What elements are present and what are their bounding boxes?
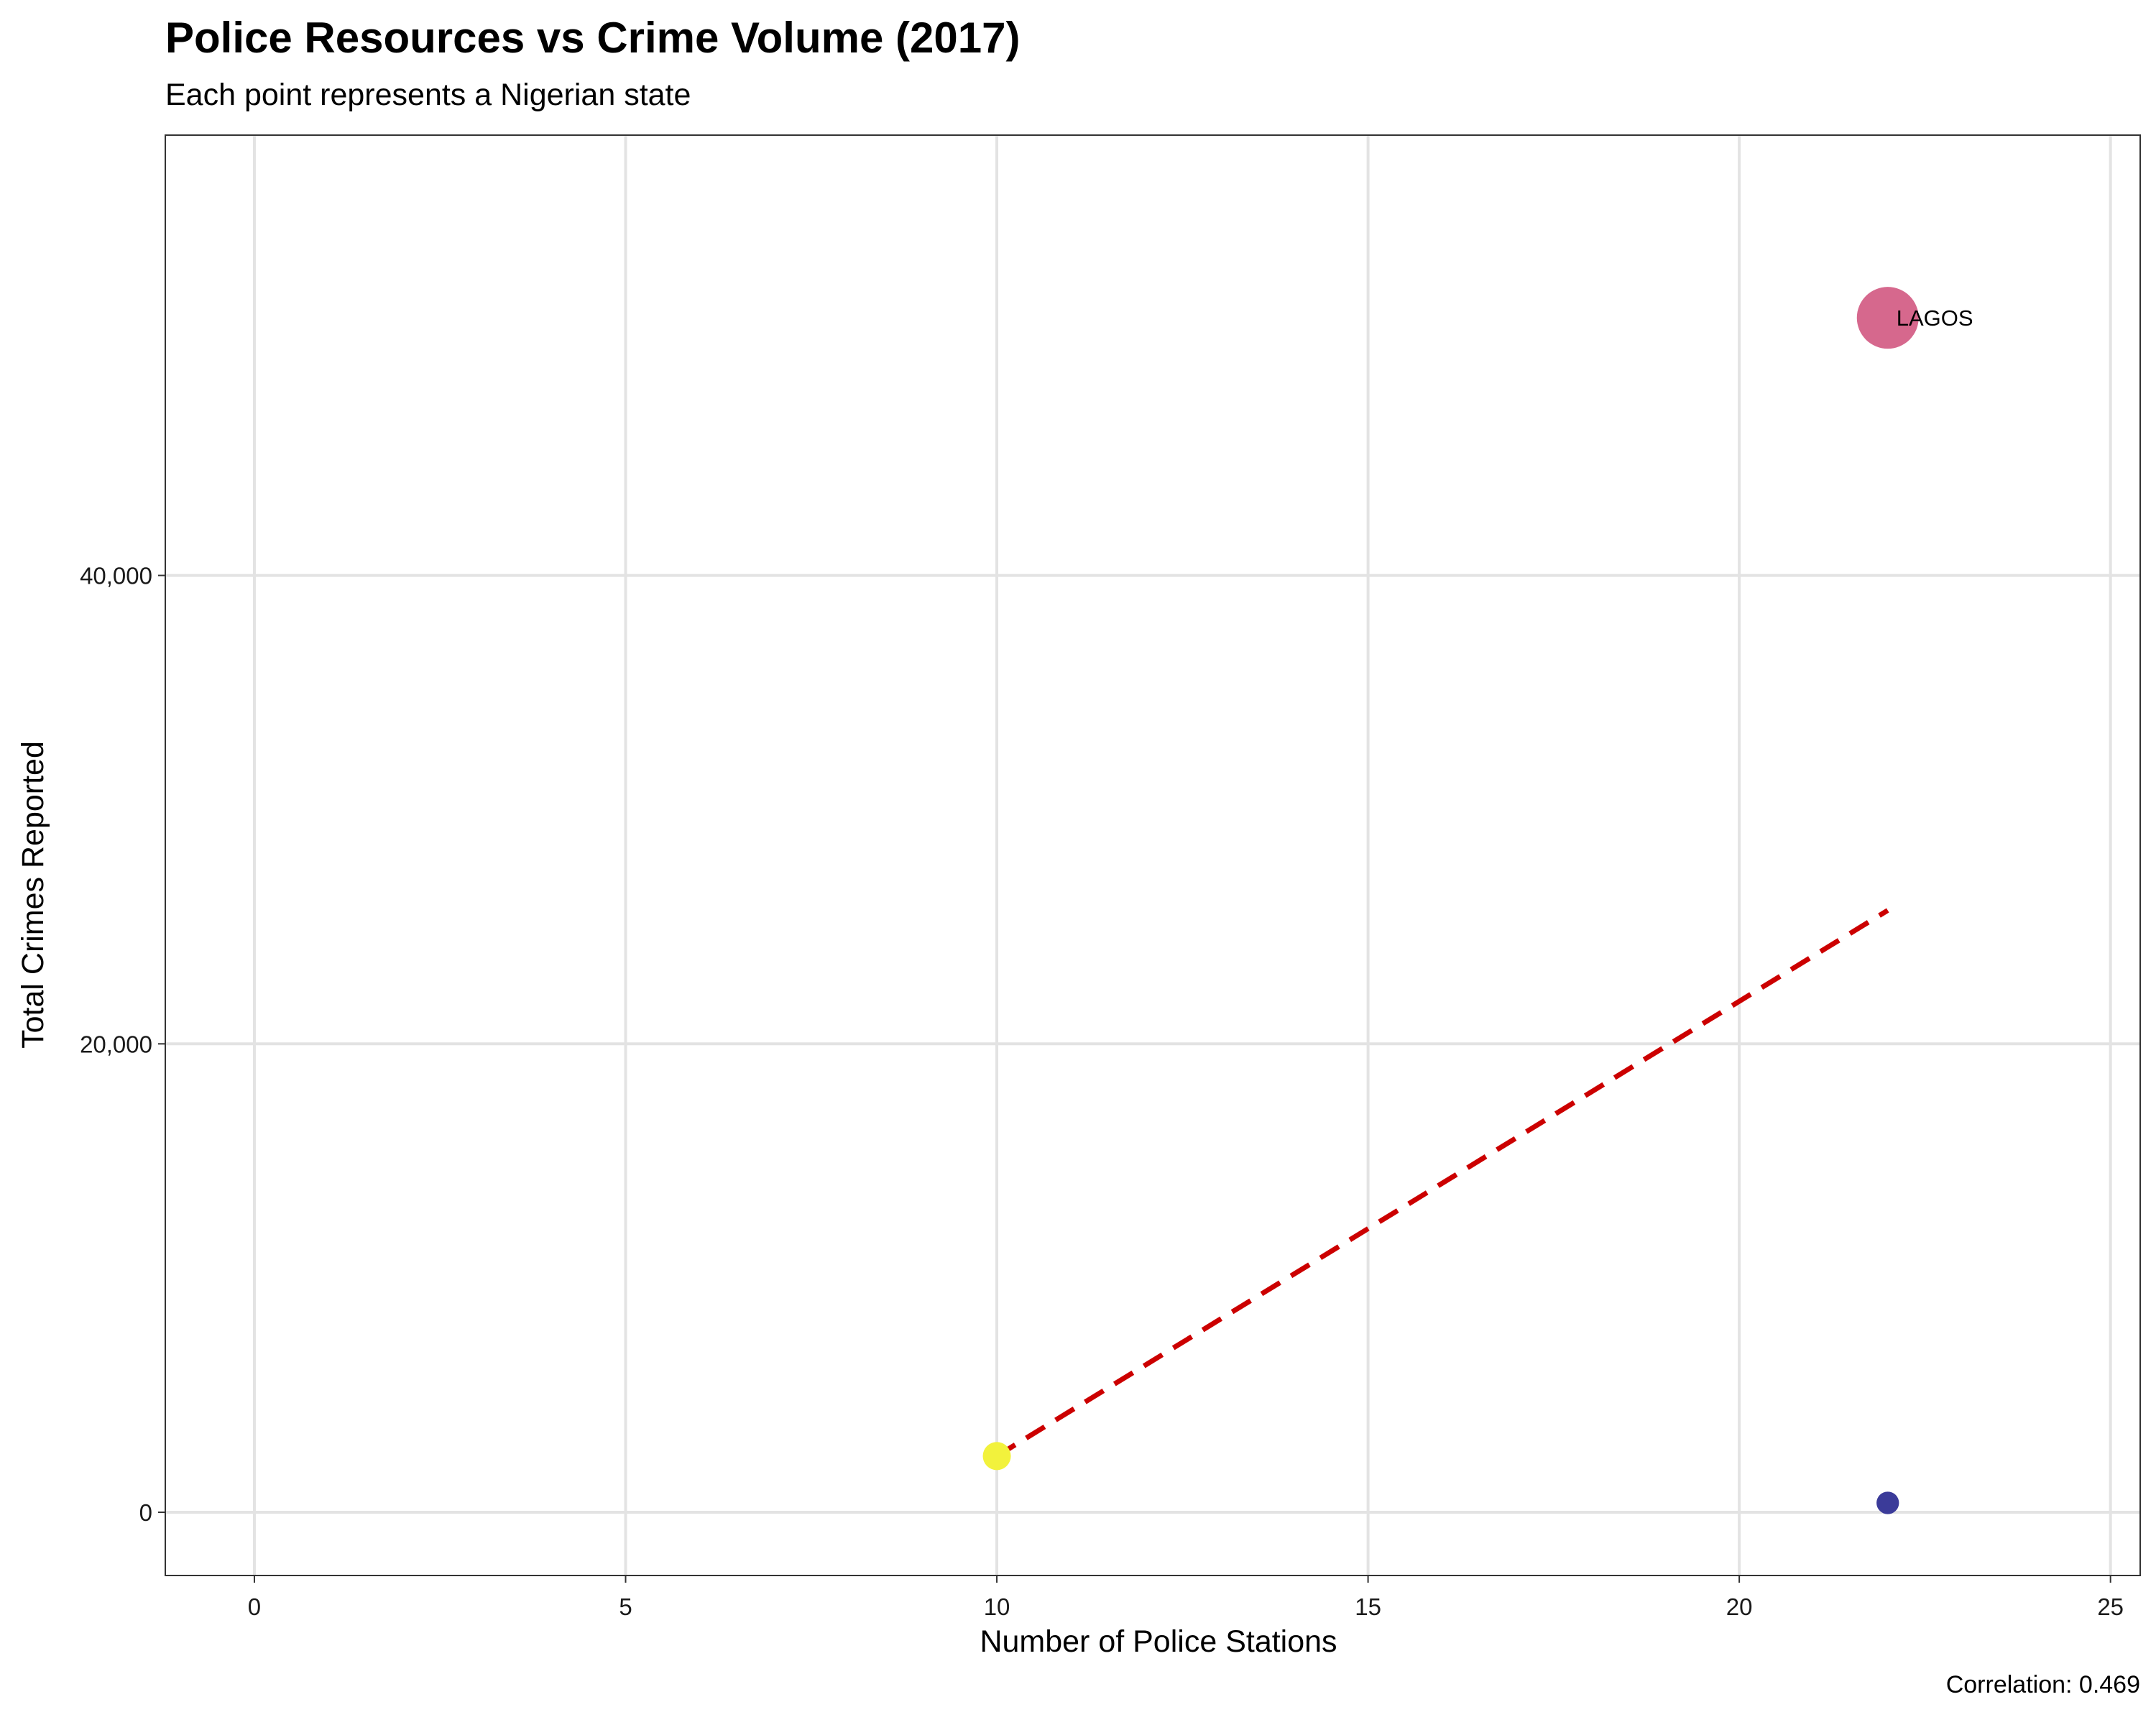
y-axis-title: Total Crimes Reported	[16, 741, 50, 1049]
x-tick-label: 20	[1726, 1593, 1753, 1620]
y-tick-label: 0	[139, 1499, 152, 1526]
chart-title: Police Resources vs Crime Volume (2017)	[165, 14, 1021, 62]
data-point	[982, 1442, 1011, 1471]
y-tick-label: 40,000	[80, 563, 152, 589]
y-axis-ticks: 0 20,000 40,000	[80, 563, 165, 1526]
x-tick-label: 10	[984, 1593, 1010, 1620]
trend-line	[995, 908, 1889, 1458]
x-tick-label: 15	[1355, 1593, 1381, 1620]
data-points: LAGOS	[982, 287, 1973, 1514]
trend-line-group	[995, 908, 1889, 1458]
correlation-caption: Correlation: 0.469	[1945, 1671, 2140, 1698]
plot-panel-border	[165, 134, 2141, 1576]
x-axis-title: Number of Police Stations	[980, 1624, 1337, 1659]
data-point	[1876, 1491, 1899, 1514]
grid	[165, 135, 2140, 1576]
x-tick-label: 0	[248, 1593, 261, 1620]
x-tick-label: 25	[2097, 1593, 2124, 1620]
x-axis-ticks: 0 5 10 15 20 25	[248, 1576, 2124, 1620]
chart-subtitle: Each point represents a Nigerian state	[165, 78, 691, 112]
y-tick-label: 20,000	[80, 1031, 152, 1057]
data-point	[1856, 287, 1919, 349]
point-label: LAGOS	[1897, 305, 1973, 331]
x-tick-label: 5	[619, 1593, 632, 1620]
